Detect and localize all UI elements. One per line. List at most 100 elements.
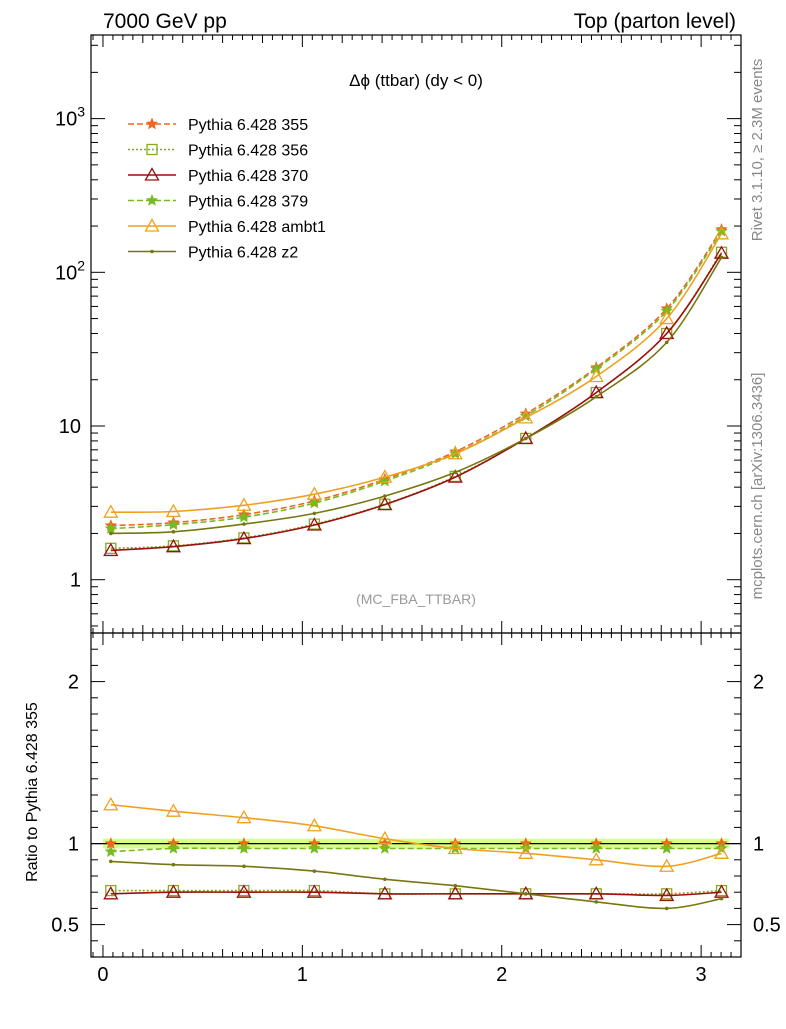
x-tick-label: 0 [97,964,108,986]
header-left: 7000 GeV pp [103,10,227,33]
point-marker [150,249,154,254]
point-marker [146,143,158,156]
point-marker [312,511,317,516]
point-marker [167,518,180,531]
ratio-y-tick-label-right: 0.5 [753,915,781,937]
point-marker [719,896,724,901]
point-marker [588,851,604,866]
point-marker [103,885,119,900]
point-marker [165,803,182,817]
point-marker [453,883,458,888]
point-marker [103,542,119,557]
ratio-y-tick-label: 2 [68,672,79,694]
x-tick-label: 3 [696,964,707,986]
ratio-series-1 [103,884,730,902]
ratio-series-4 [108,859,724,911]
legend-entry-label: Pythia 6.428 355 [188,117,308,134]
point-marker [103,504,119,518]
point-marker [660,304,674,317]
legend-entry-label: Pythia 6.428 370 [188,168,308,185]
ratio-series-3 [103,796,730,872]
point-marker [453,470,458,475]
point-marker [108,859,113,864]
point-marker [236,884,252,898]
point-marker [145,193,159,206]
series-line [110,251,723,550]
point-marker [171,529,176,534]
point-marker [108,531,113,536]
point-marker [447,445,463,460]
legend-entry-label: Pythia 6.428 379 [188,194,308,211]
analysis-label: (MC_FBA_TTBAR) [356,591,476,607]
series-5 [108,255,724,536]
legend-entry-label: Pythia 6.428 356 [188,143,308,160]
point-marker [377,885,393,900]
point-marker [589,362,603,375]
point-marker [377,496,393,511]
point-marker [167,841,180,854]
point-marker [518,430,534,445]
series-line [110,230,723,530]
point-marker [377,469,393,483]
point-marker [237,510,251,523]
ratio-plot-frame [90,632,742,958]
point-marker [104,845,118,858]
ratio-series-line [110,860,722,910]
series-0 [104,222,728,531]
point-marker [719,255,724,260]
ratio-y-axis-label: Ratio to Pythia 6.428 355 [24,702,41,882]
series-line [110,229,723,527]
point-marker [713,845,730,859]
point-marker [664,906,669,911]
point-marker [383,877,387,882]
point-marker [144,167,160,181]
point-marker [588,368,604,383]
ratio-y-tick-label: 0.5 [51,915,79,937]
mcplots-side-label: mcplots.cern.ch [arXiv:1306.3436] [749,373,766,600]
point-marker [103,796,119,811]
point-marker [518,410,534,424]
point-marker [144,218,160,232]
series-line [110,256,723,535]
series-layer [103,222,730,911]
point-marker [660,841,674,854]
point-marker [236,497,252,511]
y-tick-label: 10 [59,416,81,438]
point-marker [165,884,182,898]
series-line [110,233,723,514]
y-tick-label-base: 10 [55,262,77,284]
point-marker [306,486,322,500]
y-tick-label-exponent: 2 [77,257,85,273]
x-tick-label: 1 [297,964,308,986]
point-marker [659,310,675,325]
series-4 [103,226,730,518]
x-tick-label: 2 [496,964,507,986]
series-2 [103,245,730,557]
legend-entry-label: Pythia 6.428 ambt1 [188,219,326,236]
point-marker [589,841,603,854]
point-marker [447,840,463,855]
legend: Pythia 6.428 355 Pythia 6.428 356 Pythia 6… [128,117,326,262]
point-marker [308,496,321,509]
point-marker [713,226,730,240]
ratio-series-line [110,803,722,868]
point-marker [594,394,599,399]
point-marker [165,538,182,553]
point-marker [664,340,669,345]
y-tick-label-exponent: 3 [77,104,85,120]
point-marker [447,885,463,900]
point-marker [594,900,599,904]
y-tick-label: 102 [55,257,85,284]
point-marker [308,841,321,854]
y-tick-label: 103 [55,104,85,131]
point-marker [145,117,159,130]
y-tick-label: 1 [70,570,81,592]
series-3 [104,224,728,535]
point-marker [377,830,393,845]
point-marker [312,869,317,873]
point-marker [588,885,604,900]
point-marker [659,887,675,902]
